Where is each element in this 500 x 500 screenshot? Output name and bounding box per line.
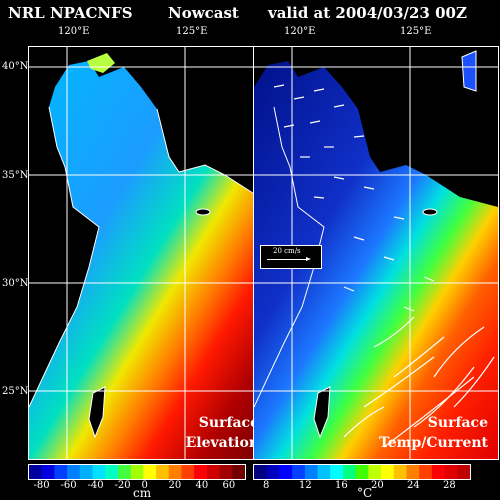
elevation-tick: 40 bbox=[195, 480, 209, 491]
colorbar-swatch bbox=[266, 465, 280, 479]
lat-label-40: 40°N bbox=[2, 61, 29, 72]
colorbar-swatch bbox=[117, 465, 132, 479]
colorbar-swatch bbox=[254, 465, 268, 479]
colorbar-swatch bbox=[67, 465, 81, 479]
vector-scale-label: 20 cm/s bbox=[273, 247, 301, 255]
colorbar-swatch bbox=[181, 465, 195, 479]
current-vectors bbox=[273, 84, 495, 448]
label-elevation: Elevation bbox=[185, 435, 259, 451]
elevation-tick: 60 bbox=[222, 480, 236, 491]
colorbar-swatch bbox=[406, 465, 420, 479]
vector-scale-arrow bbox=[267, 257, 311, 261]
colorbar-swatch bbox=[219, 465, 233, 479]
colorbar-swatch bbox=[156, 465, 170, 479]
lon-label-120-right: 120°E bbox=[284, 26, 316, 37]
elevation-tick: -40 bbox=[87, 480, 104, 491]
colorbar-swatch bbox=[92, 465, 106, 479]
colorbar-swatch bbox=[29, 465, 43, 479]
sea-region-temp bbox=[254, 61, 498, 459]
taiwan-right bbox=[313, 386, 331, 439]
run-type: Nowcast bbox=[168, 4, 239, 22]
lat-label-30: 30°N bbox=[2, 278, 29, 289]
elevation-colorbar bbox=[28, 464, 246, 480]
temperature-unit: °C bbox=[357, 486, 373, 500]
colorbar-swatch bbox=[444, 465, 458, 479]
vector-scale-legend: 20 cm/s bbox=[260, 245, 322, 269]
taiwan bbox=[88, 386, 106, 439]
elevation-unit: cm bbox=[133, 486, 152, 500]
label-surface-right: Surface bbox=[427, 415, 488, 431]
surface-temp-current-map: 20 cm/s Surface Temp/Current bbox=[253, 46, 499, 460]
jeju-right bbox=[422, 208, 438, 216]
elevation-tick: -80 bbox=[33, 480, 50, 491]
panel-label-temp: Surface Temp/Current bbox=[379, 413, 488, 453]
elevation-tick: -60 bbox=[60, 480, 77, 491]
temperature-tick: 28 bbox=[443, 480, 456, 491]
colorbar-swatch bbox=[355, 465, 369, 479]
temperature-tick: 16 bbox=[335, 480, 348, 491]
colorbar-swatch bbox=[130, 465, 144, 479]
colorbar-swatch bbox=[431, 465, 446, 479]
colorbar-swatch bbox=[143, 465, 157, 479]
colorbar-swatch bbox=[194, 465, 208, 479]
lat-label-35: 35°N bbox=[2, 170, 29, 181]
colorbar-swatch bbox=[317, 465, 331, 479]
model-title: NRL NPACNFS bbox=[8, 4, 133, 22]
colorbar-swatch bbox=[41, 465, 55, 479]
colorbar-swatch bbox=[79, 465, 94, 479]
lon-label-125-right: 125°E bbox=[400, 26, 432, 37]
elevation-tick: 0 bbox=[141, 480, 148, 491]
bohai-patch bbox=[87, 53, 115, 73]
colorbar-swatch bbox=[368, 465, 382, 479]
colorbar-swatch bbox=[342, 465, 357, 479]
lon-label-125: 125°E bbox=[176, 26, 208, 37]
colorbar-swatch bbox=[304, 465, 319, 479]
elevation-tick: -20 bbox=[114, 480, 131, 491]
label-temp-current: Temp/Current bbox=[378, 435, 488, 451]
colorbar-swatch bbox=[292, 465, 306, 479]
valid-time: valid at 2004/03/23 00Z bbox=[268, 4, 467, 22]
colorbar-swatch bbox=[419, 465, 433, 479]
colorbar-swatch bbox=[168, 465, 182, 479]
colorbar-swatch bbox=[330, 465, 344, 479]
colorbar-swatch bbox=[232, 465, 245, 479]
temperature-tick: 24 bbox=[407, 480, 420, 491]
surface-elevation-map: Surface Elevation bbox=[28, 46, 274, 460]
temperature-tick: 12 bbox=[299, 480, 312, 491]
lat-label-25: 25°N bbox=[2, 386, 29, 397]
colorbar-swatch bbox=[381, 465, 395, 479]
temperature-tick: 20 bbox=[371, 480, 384, 491]
label-surface: Surface bbox=[198, 415, 259, 431]
jeju bbox=[195, 208, 211, 216]
temperature-tick: 8 bbox=[263, 480, 270, 491]
colorbar-swatch bbox=[206, 465, 221, 479]
panel-label-elevation: Surface Elevation bbox=[186, 413, 259, 453]
colorbar-swatch bbox=[279, 465, 293, 479]
colorbar-swatch bbox=[54, 465, 68, 479]
temperature-colorbar bbox=[253, 464, 471, 480]
elevation-tick: 20 bbox=[168, 480, 182, 491]
japan-right bbox=[461, 50, 477, 92]
sea-region bbox=[29, 61, 273, 459]
colorbar-swatch bbox=[393, 465, 407, 479]
coastline bbox=[29, 106, 100, 408]
colorbar-swatch bbox=[457, 465, 470, 479]
lon-label-120: 120°E bbox=[58, 26, 90, 37]
colorbar-swatch bbox=[105, 465, 119, 479]
